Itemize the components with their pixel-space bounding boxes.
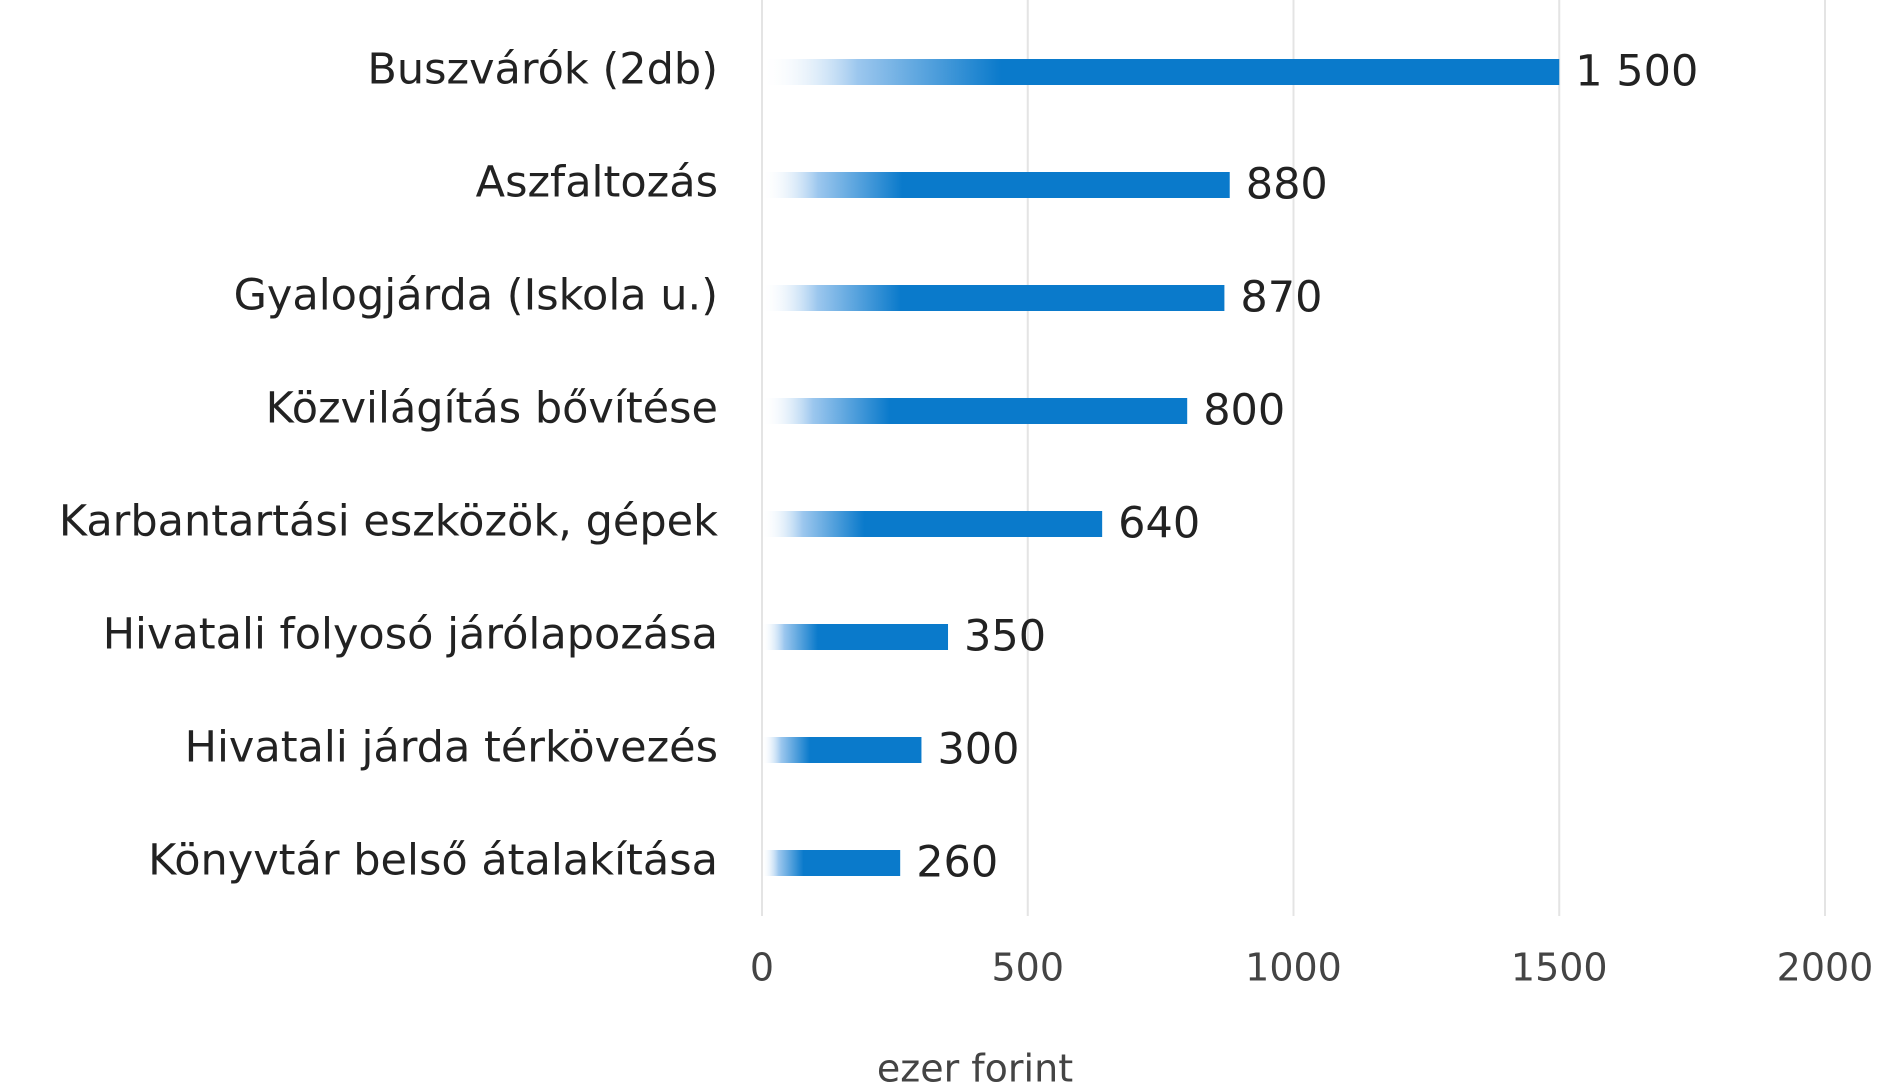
data-label: 880 — [1246, 160, 1328, 210]
data-label: 260 — [916, 838, 998, 888]
bar — [762, 285, 1225, 311]
y-tick-label: Aszfaltozás — [476, 158, 718, 208]
data-label: 640 — [1118, 499, 1200, 549]
x-tick-label: 1500 — [1511, 946, 1608, 990]
data-label: 800 — [1203, 386, 1285, 436]
x-tick-label: 0 — [750, 946, 774, 990]
grid — [761, 0, 1826, 916]
x-tick-label: 2000 — [1777, 946, 1874, 990]
bar — [762, 850, 901, 876]
y-tick-label: Gyalogjárda (Iskola u.) — [234, 271, 718, 321]
x-axis-title: ezer forint — [877, 1047, 1073, 1091]
bar — [762, 511, 1103, 537]
bar — [762, 172, 1230, 198]
data-label: 300 — [937, 725, 1019, 775]
bar — [762, 737, 922, 763]
y-tick-label: Hivatali folyosó járólapozása — [103, 610, 718, 660]
y-tick-label: Könyvtár belső átalakítása — [148, 836, 718, 886]
data-label: 1 500 — [1575, 47, 1698, 97]
bar — [762, 59, 1560, 85]
data-label: 870 — [1240, 273, 1322, 323]
y-tick-label: Buszvárók (2db) — [367, 45, 718, 95]
bar — [762, 624, 949, 650]
x-tick-label: 1000 — [1245, 946, 1342, 990]
y-tick-label: Hivatali járda térkövezés — [185, 723, 718, 773]
data-label: 350 — [964, 612, 1046, 662]
y-tick-label: Karbantartási eszközök, gépek — [59, 497, 718, 547]
bar — [762, 398, 1188, 424]
marks — [762, 59, 1560, 876]
x-tick-label: 500 — [991, 946, 1064, 990]
y-tick-label: Közvilágítás bővítése — [266, 384, 718, 434]
